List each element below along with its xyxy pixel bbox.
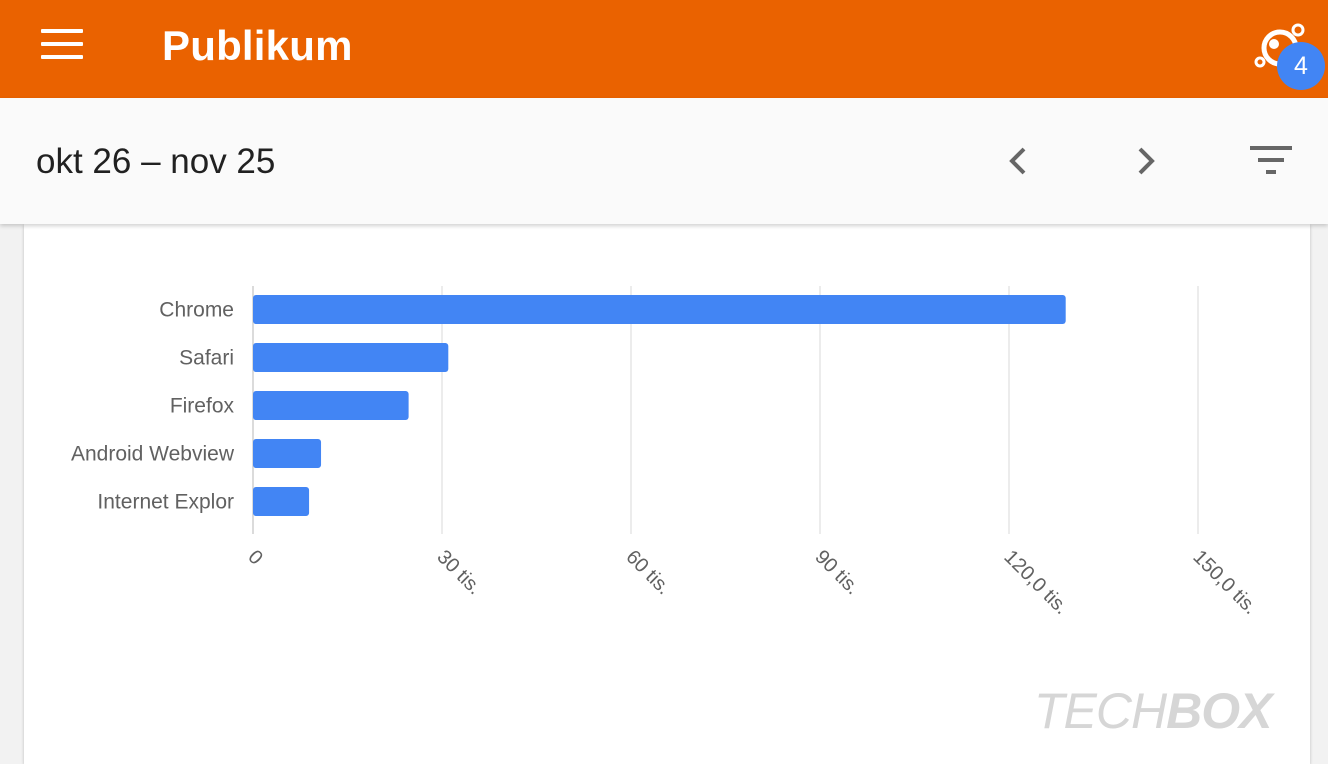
date-range-label[interactable]: okt 26 – nov 25: [36, 142, 276, 181]
x-tick-label: 90 tis.: [810, 546, 863, 599]
category-label: Firefox: [170, 395, 235, 418]
page-title: Publikum: [162, 22, 353, 69]
techbox-watermark: TECHBOX: [1034, 683, 1272, 739]
x-tick-label: 120,0 tis.: [999, 546, 1072, 619]
filter-button[interactable]: [1244, 134, 1304, 190]
x-tick-label: 60 tis.: [621, 546, 674, 599]
bar[interactable]: [253, 295, 1066, 324]
category-label: Android Webview: [71, 443, 235, 466]
x-tick-label: 150,0 tis.: [1188, 546, 1261, 619]
chevron-right-icon: [1138, 147, 1155, 175]
app-bar: Publikum 4: [0, 0, 1328, 98]
chart-card: Chrome Safari Firefox Android Webview Intern…: [24, 224, 1310, 764]
category-label: Internet Explor: [97, 491, 234, 514]
x-tick-label: 0: [243, 546, 266, 569]
notification-badge[interactable]: 4: [1277, 42, 1325, 90]
bar[interactable]: [253, 487, 310, 516]
x-tick-label: 30 tis.: [432, 546, 485, 599]
chevron-left-icon: [1009, 147, 1026, 175]
menu-button[interactable]: [28, 20, 96, 68]
bar[interactable]: [253, 343, 449, 372]
category-label: Chrome: [159, 299, 234, 322]
category-label: Safari: [179, 347, 234, 370]
filter-icon: [1250, 146, 1292, 174]
previous-period-button[interactable]: [990, 134, 1046, 190]
date-range-bar: okt 26 – nov 25: [0, 98, 1328, 224]
bar[interactable]: [253, 439, 322, 468]
browser-bar-chart: Chrome Safari Firefox Android Webview Intern…: [71, 286, 1261, 619]
bar[interactable]: [253, 391, 409, 420]
next-period-button[interactable]: [1118, 134, 1174, 190]
